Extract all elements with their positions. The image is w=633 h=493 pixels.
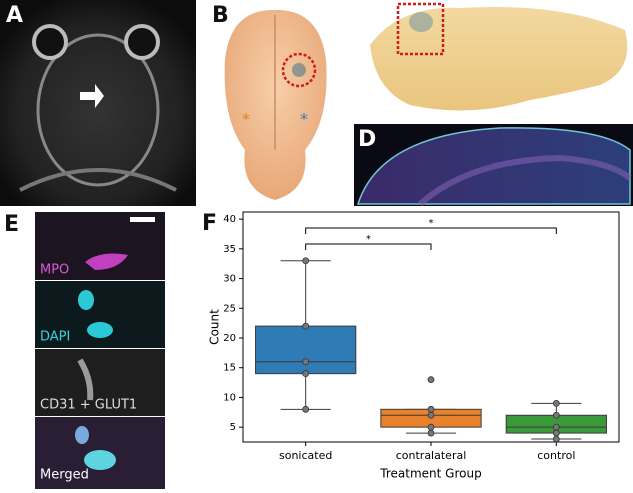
data-point (427, 411, 435, 419)
data-point (302, 322, 310, 330)
significance-label: * (366, 234, 371, 245)
y-tick-label: 25 (223, 303, 236, 314)
y-tick-label: 5 (230, 422, 236, 433)
data-point (552, 411, 560, 419)
data-point (552, 429, 560, 437)
channel-label: Merged (40, 468, 89, 483)
box (255, 325, 357, 375)
channel-label: CD31 + GLUT1 (40, 398, 137, 413)
data-point (552, 423, 560, 431)
panel-label: F (202, 211, 217, 236)
data-point (302, 257, 310, 265)
data-point (552, 399, 560, 407)
data-point (302, 358, 310, 366)
x-tick-label: contralateral (396, 449, 467, 462)
svg-text:*: * (300, 110, 308, 129)
data-point (427, 376, 435, 383)
data-point (427, 405, 435, 413)
data-point (302, 405, 310, 413)
panel-d-image (354, 124, 633, 207)
significance-label: * (429, 218, 434, 229)
y-tick-label: 20 (223, 333, 236, 344)
y-tick-label: 30 (223, 274, 236, 285)
y-tick-label: 10 (223, 392, 236, 403)
svg-text:*: * (242, 110, 250, 129)
channel-label: DAPI (40, 330, 70, 345)
data-point (427, 423, 435, 431)
y-tick-label: 40 (223, 214, 236, 225)
data-point (427, 429, 435, 437)
y-axis-label: Count (208, 309, 222, 345)
panel-b-image: * * (224, 10, 327, 200)
panel-label: C (353, 5, 369, 30)
x-tick-label: control (537, 449, 575, 462)
significance-bracket (305, 243, 432, 250)
significance-bracket (305, 227, 557, 234)
data-point (302, 370, 310, 378)
panel-label: E (4, 212, 19, 237)
channel-label: MPO (40, 263, 69, 278)
panel-label: B (212, 3, 229, 28)
box-plot: 5 10 15 20 25 30 35 40 Count Treatment Group sonic… (208, 211, 620, 481)
x-tick-label: sonicated (279, 449, 332, 462)
data-point (552, 435, 560, 443)
y-tick-label: 35 (223, 244, 236, 255)
panel-label: D (358, 127, 376, 152)
panel-e-image (35, 212, 165, 489)
panel-a-image (0, 0, 196, 206)
panel-label: A (6, 3, 23, 28)
x-axis-label: Treatment Group (379, 467, 481, 481)
panel-c-image (370, 2, 628, 111)
y-tick-label: 15 (223, 363, 236, 374)
